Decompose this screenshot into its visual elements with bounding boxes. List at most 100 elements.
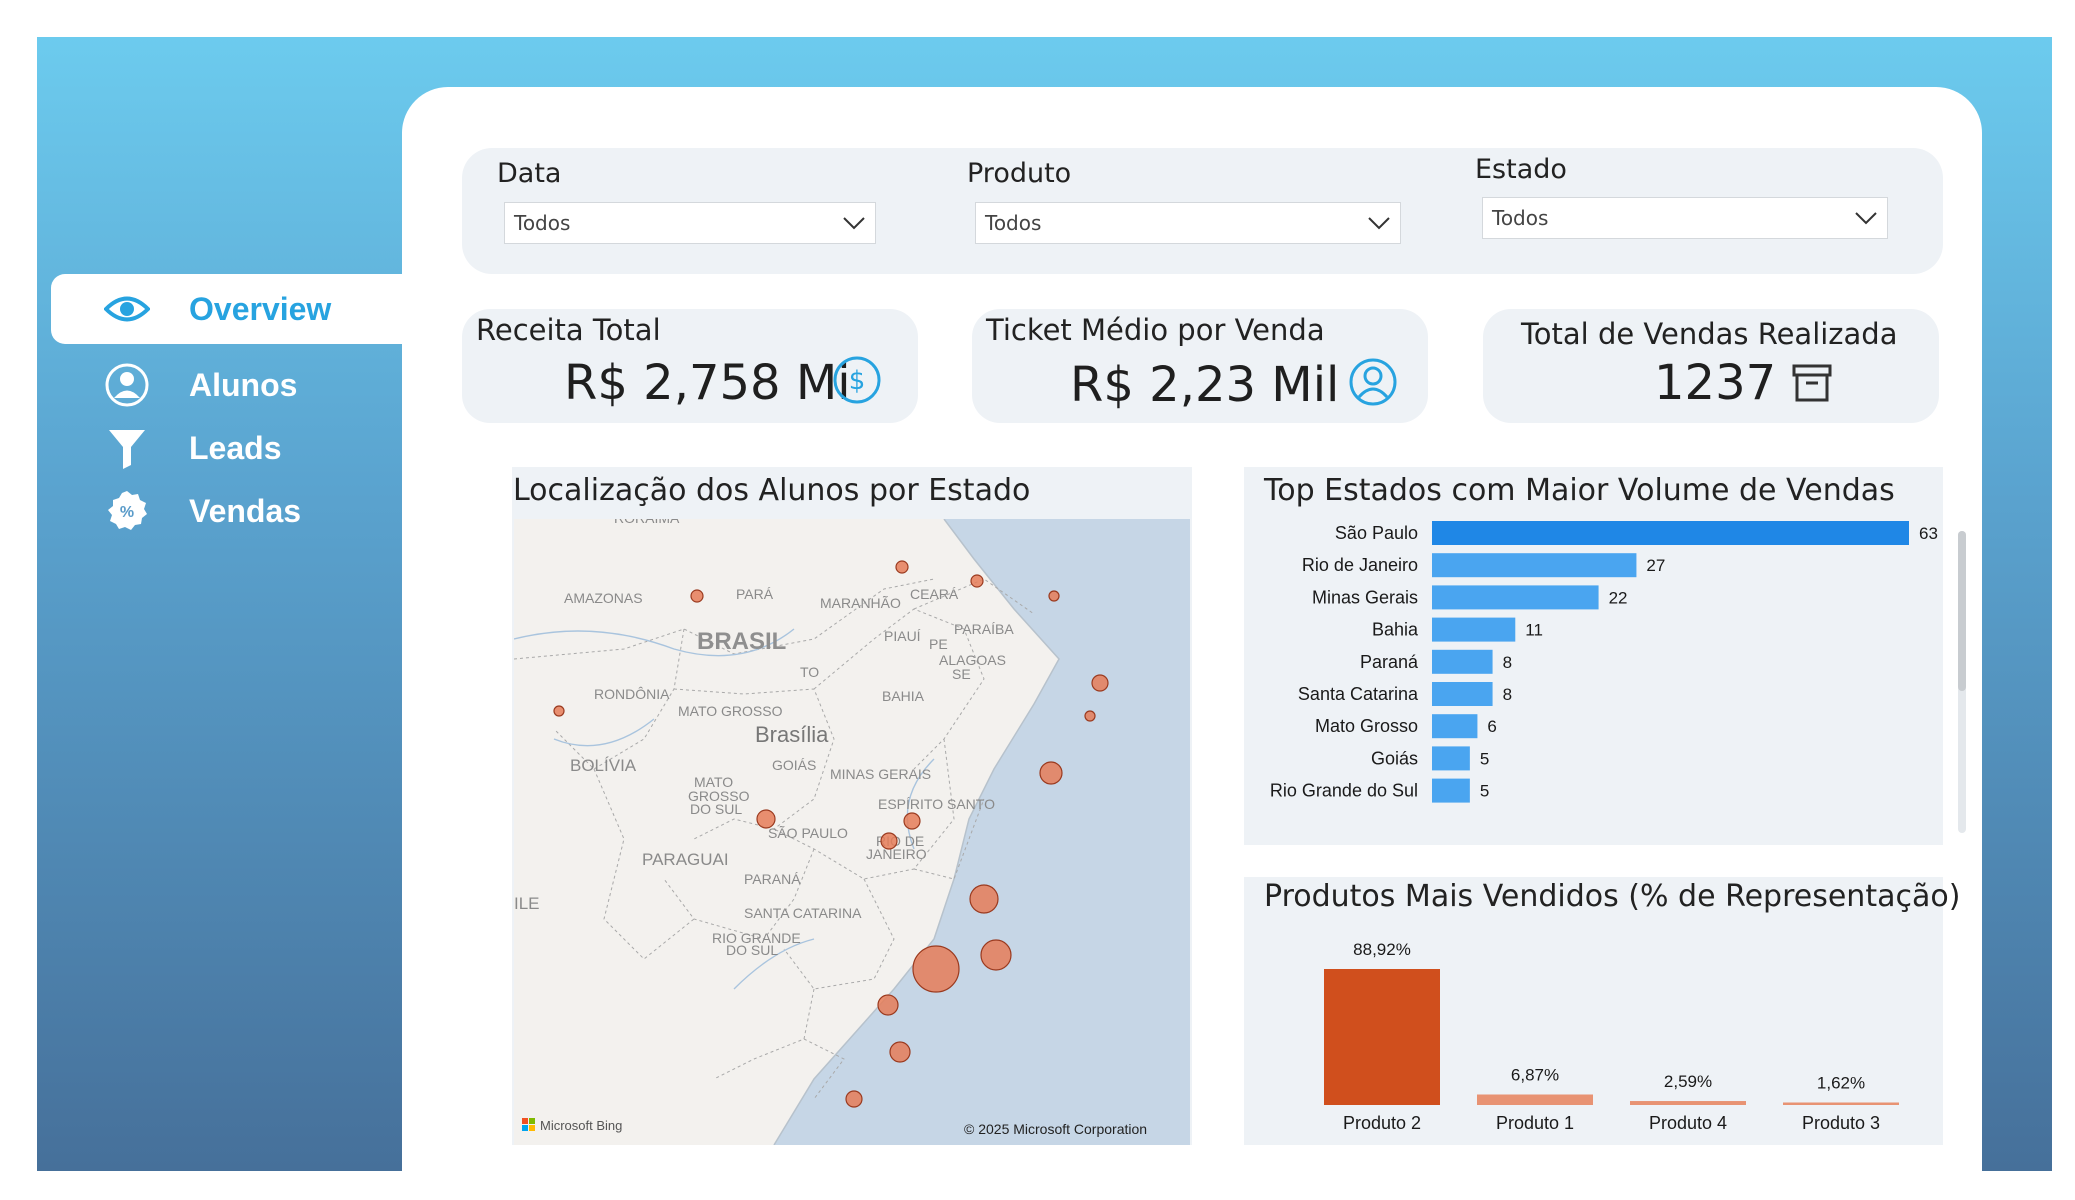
- nav-item-alunos[interactable]: Alunos: [51, 350, 437, 420]
- kpi-card-vendas: Total de Vendas Realizada 1237: [1483, 309, 1939, 423]
- bar-value-label: 2,59%: [1664, 1072, 1712, 1091]
- map-label-ms-3: DO SUL: [690, 801, 742, 817]
- map-visual: Localização dos Alunos por Estado: [512, 467, 1192, 1145]
- bar-category-label: São Paulo: [1335, 523, 1418, 543]
- map-bubble: [895, 560, 909, 574]
- svg-text:RORAIMA: RORAIMA: [614, 519, 680, 526]
- map-label-parana: PARANÁ: [744, 871, 801, 887]
- map-label-rs-1: RIO GRANDE: [712, 930, 801, 946]
- map-bubble: [553, 705, 565, 717]
- bar: [1432, 682, 1493, 706]
- bar-category-label: Produto 3: [1802, 1113, 1880, 1133]
- products-title: Produtos Mais Vendidos (% de Representaç…: [1264, 879, 1961, 914]
- bar: [1432, 746, 1470, 771]
- filter-produto: Produto: [967, 158, 1071, 189]
- map-bubble: [980, 939, 1012, 971]
- bar-category-label: Minas Gerais: [1312, 587, 1418, 607]
- nav-item-overview[interactable]: Overview: [51, 274, 437, 344]
- bar-category-label: Produto 1: [1496, 1113, 1574, 1133]
- map-bubbles: [553, 560, 1109, 1108]
- eye-icon: [103, 285, 151, 333]
- filter-estado-select[interactable]: Todos: [1482, 197, 1888, 239]
- map-attribution: © 2025 Microsoft Corporation: [964, 1121, 1147, 1137]
- chevron-down-icon: [842, 211, 866, 235]
- svg-text:%: %: [120, 504, 134, 521]
- filter-data-title: Data: [497, 158, 562, 189]
- main-panel: Data Todos Produto Todos Estado Todos: [402, 87, 1982, 1187]
- map-label-paraiba: PARAÍBA: [954, 621, 1014, 637]
- bar: [1432, 649, 1493, 674]
- nav-item-leads[interactable]: Leads: [51, 413, 437, 483]
- map-bubble: [877, 994, 899, 1016]
- map-label-ceara: CEARÁ: [910, 586, 959, 602]
- bar-value-label: 27: [1646, 556, 1665, 575]
- nav-label-vendas: Vendas: [189, 492, 302, 529]
- map-bubble: [1091, 674, 1109, 692]
- map-label-bolivia: BOLÍVIA: [570, 756, 637, 775]
- kpi-receita-value: R$ 2,758 Mi: [564, 355, 851, 411]
- map-label-mato-grosso: MATO GROSSO: [678, 703, 783, 719]
- map-label-brasilia: Brasília: [755, 722, 829, 747]
- bar-value-label: 1,62%: [1817, 1074, 1865, 1093]
- scrollbar-thumb[interactable]: [1958, 531, 1966, 691]
- map-label-rs-2: DO SUL: [726, 942, 778, 958]
- map-label-ms-2: GROSSO: [688, 788, 750, 804]
- map-label-pe: PE: [929, 636, 948, 652]
- bar: [1432, 521, 1909, 545]
- map-bubble: [1084, 710, 1096, 722]
- filter-data-select[interactable]: Todos: [504, 202, 876, 244]
- map-bubble: [690, 589, 704, 603]
- user-icon: [103, 361, 151, 409]
- map-label-brasil: BRASIL: [697, 628, 786, 655]
- map-label-bahia: BAHIA: [882, 688, 925, 704]
- dashboard-background: Overview Alunos Leads % Vendas Data: [37, 37, 2052, 1187]
- bar-value-label: 6: [1487, 717, 1496, 736]
- archive-box-icon: [1791, 363, 1833, 407]
- bar: [1432, 617, 1516, 642]
- map-label-para: PARÁ: [736, 586, 774, 602]
- map-label-minas-gerais: MINAS GERAIS: [830, 766, 931, 782]
- map-label-paraguai: PARAGUAI: [642, 850, 729, 869]
- filter-data: Data: [497, 158, 561, 189]
- bar: [1783, 1102, 1899, 1105]
- bar-category-label: Rio Grande do Sul: [1270, 781, 1418, 801]
- nav-label-overview: Overview: [189, 290, 332, 327]
- bar: [1477, 1094, 1593, 1105]
- bar-category-label: Produto 4: [1649, 1113, 1727, 1133]
- bar-value-label: 6,87%: [1511, 1065, 1559, 1084]
- products-svg: 88,92% Produto 2 6,87% Produto 1 2,59% Produt…: [1324, 940, 1899, 1133]
- bar-value-label: 11: [1525, 621, 1543, 640]
- map-label-sao-paulo: SÃO PAULO: [768, 825, 848, 841]
- bar-category-label: Santa Catarina: [1298, 684, 1419, 704]
- bar: [1432, 714, 1478, 739]
- bar-value-label: 8: [1503, 685, 1512, 704]
- map-canvas[interactable]: RORAIMA AMAZONAS PARÁ MARANHÃO CEARÁ BRA…: [514, 519, 1190, 1145]
- nav-label-leads: Leads: [189, 429, 282, 466]
- nav-label-alunos: Alunos: [189, 366, 298, 403]
- map-bubble: [889, 1041, 911, 1063]
- bar-value-label: 88,92%: [1353, 940, 1411, 959]
- bar-value-label: 8: [1503, 653, 1512, 672]
- map-bubble: [756, 809, 776, 829]
- map-label-ms-1: MATO: [694, 774, 733, 790]
- bar-category-label: Paraná: [1360, 652, 1419, 672]
- map-title: Localização dos Alunos por Estado: [513, 473, 1031, 508]
- map-label-ile: ILE: [514, 894, 540, 913]
- bar-category-label: Goiás: [1371, 748, 1418, 768]
- map-bubble: [880, 832, 898, 850]
- microsoft-logo-icon: [522, 1118, 535, 1131]
- sidebar: Overview Alunos Leads % Vendas: [37, 37, 437, 1171]
- map-bubble: [845, 1090, 863, 1108]
- filter-produto-select[interactable]: Todos: [975, 202, 1401, 244]
- bar-category-label: Rio de Janeiro: [1302, 555, 1418, 575]
- products-chart: Produtos Mais Vendidos (% de Representaç…: [1244, 877, 1960, 1145]
- percent-badge-icon: %: [103, 487, 151, 535]
- top-states-chart: Top Estados com Maior Volume de Vendas S…: [1244, 467, 1966, 845]
- map-provider: Microsoft Bing: [540, 1118, 622, 1133]
- bar-value-label: 22: [1609, 588, 1628, 607]
- map-bubble: [1048, 590, 1060, 602]
- nav-item-vendas[interactable]: % Vendas: [51, 476, 437, 546]
- bar-category-label: Mato Grosso: [1315, 716, 1418, 736]
- map-label-alagoas: ALAGOAS: [939, 652, 1006, 668]
- bar-value-label: 63: [1919, 524, 1938, 543]
